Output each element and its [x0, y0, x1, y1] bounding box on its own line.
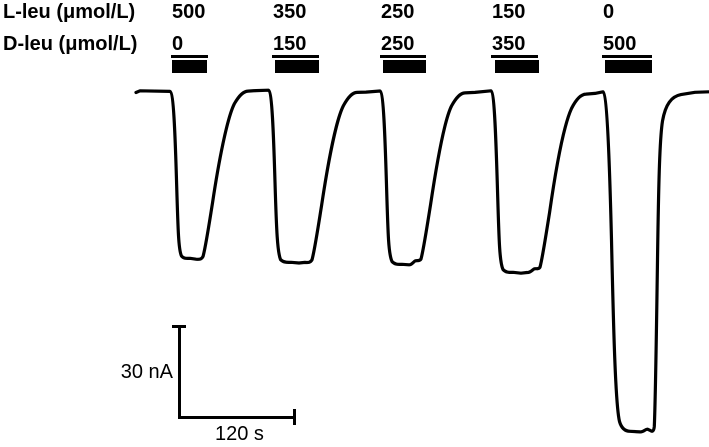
d-leu-underline	[380, 55, 426, 58]
concentration-column-1: 500 0	[171, 0, 208, 75]
l-leu-value: 350	[273, 1, 307, 23]
d-leu-underline	[272, 55, 319, 58]
application-bar	[172, 60, 207, 73]
d-leu-underline	[491, 55, 538, 58]
d-leu-value: 0	[172, 33, 184, 55]
d-leu-row-label: D-leu (μmol/L)	[3, 33, 138, 55]
time-scale-tick	[293, 409, 296, 425]
d-leu-value: 500	[603, 33, 637, 55]
concentration-column-2: 350 150	[272, 0, 319, 75]
d-leu-value: 350	[492, 33, 526, 55]
time-scale-label: 120 s	[215, 423, 264, 445]
application-bar	[605, 60, 652, 73]
application-bar	[383, 60, 426, 73]
application-bar	[495, 60, 539, 73]
concentration-column-5: 0 500	[602, 0, 652, 75]
d-leu-value: 250	[381, 33, 415, 55]
d-leu-underline	[171, 55, 208, 58]
current-trace	[134, 88, 709, 434]
current-scale-bar	[178, 326, 181, 418]
application-bar	[275, 60, 319, 73]
l-leu-value: 250	[381, 1, 415, 23]
current-scale-label: 30 nA	[120, 361, 173, 383]
d-leu-underline	[602, 55, 652, 58]
time-scale-bar	[178, 416, 296, 419]
l-leu-value: 150	[492, 1, 526, 23]
d-leu-value: 150	[273, 33, 307, 55]
concentration-column-4: 150 350	[491, 0, 539, 75]
l-leu-row-label: L-leu (μmol/L)	[3, 1, 136, 23]
l-leu-value: 500	[172, 1, 206, 23]
concentration-column-3: 250 250	[380, 0, 426, 75]
l-leu-value: 0	[603, 1, 615, 23]
current-scale-tick	[172, 325, 186, 328]
